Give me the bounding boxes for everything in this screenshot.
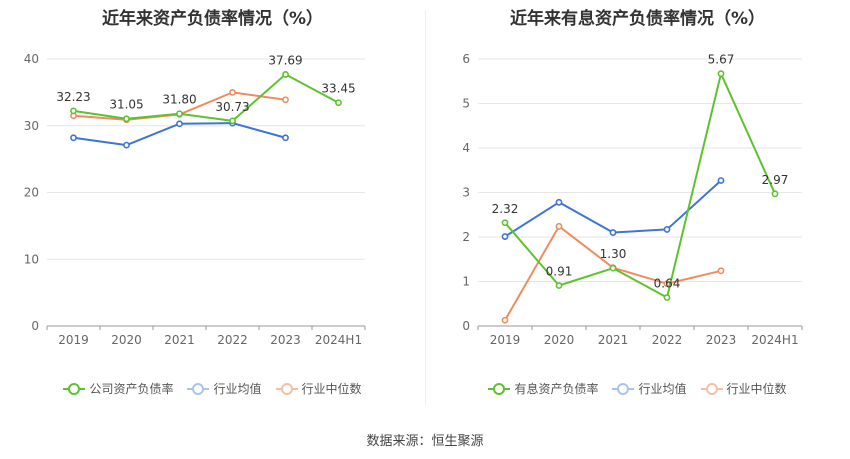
chart-plot: 0 10 20 30 40 2019 2020 2021 2022 2023 2024H1 32.23…: [24, 52, 366, 347]
y-tick-label: 0: [31, 319, 39, 333]
legend-label: 有息资产负债率: [514, 382, 599, 396]
legend-item[interactable]: 行业均值: [187, 380, 262, 397]
x-tick-label: 2019: [58, 333, 89, 347]
x-tick-label: 2021: [598, 333, 629, 347]
x-tick-label: 2020: [111, 333, 142, 347]
data-label: 31.80: [162, 93, 196, 107]
data-point: [609, 264, 617, 272]
data-point: [282, 134, 289, 142]
data-point: [771, 190, 779, 198]
legend-label: 行业中位数: [301, 382, 362, 396]
x-tick-label: 2023: [706, 333, 737, 347]
data-point: [501, 233, 509, 240]
y-tick-label: 5: [462, 97, 470, 111]
panel-divider: [425, 10, 426, 405]
legend-label: 行业均值: [638, 382, 687, 396]
data-label: 0.64: [654, 277, 681, 291]
data-label: 5.67: [708, 53, 735, 67]
x-tick-label: 2019: [490, 333, 521, 347]
legend-marker-icon: [700, 382, 723, 395]
legend-marker-icon: [275, 382, 298, 395]
chart-legend: 有息资产负债率 行业均值 行业中位数: [425, 380, 850, 397]
series-line: [504, 72, 776, 299]
x-tick-label: 2023: [270, 333, 301, 347]
data-point: [717, 177, 725, 184]
y-tick-label: 4: [462, 141, 470, 155]
data-point: [176, 110, 183, 118]
legend-marker-icon: [63, 382, 86, 395]
x-tick-label: 2024H1: [751, 333, 798, 347]
data-point: [555, 222, 563, 230]
x-tick-label: 2020: [544, 333, 575, 347]
y-tick-label: 2: [462, 230, 470, 244]
x-tick-label: 2021: [164, 333, 195, 347]
legend-marker-icon: [612, 382, 635, 395]
data-label: 1.30: [600, 247, 627, 261]
data-point: [123, 115, 130, 123]
data-point: [663, 294, 671, 301]
y-tick-label: 3: [462, 186, 470, 200]
chart-plot: 0 1 2 3 4 5 6 2019 2020 2021 2022 2023 2024H1 2.32 0.9…: [462, 52, 803, 347]
y-tick-label: 10: [24, 252, 39, 266]
chart-panel-interest-debt-ratio: 近年来有息资产负债率情况（%） 0 1 2 3 4 5 6 2019 2020 2021 2022 2…: [425, 0, 850, 410]
data-point: [609, 229, 617, 236]
data-point: [717, 70, 725, 78]
source-note: 数据来源：恒生聚源: [366, 434, 484, 449]
y-tick-label: 40: [24, 52, 39, 66]
chart-panel-debt-ratio: 近年来资产负债率情况（%） 0 10 20 30 40 2019 2020 2021 2022 2…: [0, 0, 425, 410]
data-point: [335, 99, 342, 107]
data-point: [501, 219, 509, 227]
data-point: [501, 316, 509, 324]
series-line: [73, 73, 339, 122]
data-point: [229, 117, 236, 125]
legend-item[interactable]: 行业中位数: [700, 380, 787, 397]
chart-title: 近年来有息资产负债率情况（%）: [509, 9, 766, 29]
data-label: 32.23: [56, 90, 90, 104]
data-label: 33.45: [321, 82, 355, 96]
data-point: [282, 96, 289, 104]
chart-legend: 公司资产负债率 行业均值 行业中位数: [0, 380, 425, 397]
x-tick-label: 2024H1: [315, 333, 362, 347]
legend-label: 公司资产负债率: [89, 382, 174, 396]
legend-item[interactable]: 有息资产负债率: [488, 380, 598, 397]
data-point: [663, 226, 671, 233]
data-label: 2.97: [762, 173, 789, 187]
legend-marker-icon: [187, 382, 210, 395]
data-point: [282, 71, 289, 78]
y-tick-label: 6: [462, 52, 470, 66]
data-point: [555, 198, 563, 206]
legend-marker-icon: [488, 382, 511, 395]
data-point: [555, 282, 563, 289]
series-line: [504, 225, 722, 321]
y-tick-label: 1: [462, 275, 470, 289]
data-point: [70, 134, 77, 142]
y-tick-label: 0: [462, 319, 470, 333]
data-point: [717, 267, 725, 275]
y-tick-label: 20: [24, 186, 39, 200]
data-label: 30.73: [215, 100, 249, 114]
y-tick-label: 30: [24, 119, 39, 133]
data-label: 37.69: [268, 53, 302, 67]
legend-label: 行业中位数: [726, 382, 787, 396]
x-tick-label: 2022: [217, 333, 248, 347]
data-point: [123, 141, 130, 149]
data-point: [229, 88, 236, 96]
chart-title: 近年来资产负债率情况（%）: [101, 9, 324, 29]
data-point: [176, 120, 183, 128]
data-point: [70, 107, 77, 115]
x-tick-label: 2022: [652, 333, 683, 347]
data-label: 2.32: [492, 202, 519, 216]
data-label: 31.05: [109, 98, 143, 112]
legend-item[interactable]: 行业均值: [612, 380, 687, 397]
data-label: 0.91: [546, 265, 573, 279]
legend-label: 行业均值: [213, 382, 262, 396]
legend-item[interactable]: 公司资产负债率: [63, 380, 173, 397]
legend-item[interactable]: 行业中位数: [275, 380, 362, 397]
